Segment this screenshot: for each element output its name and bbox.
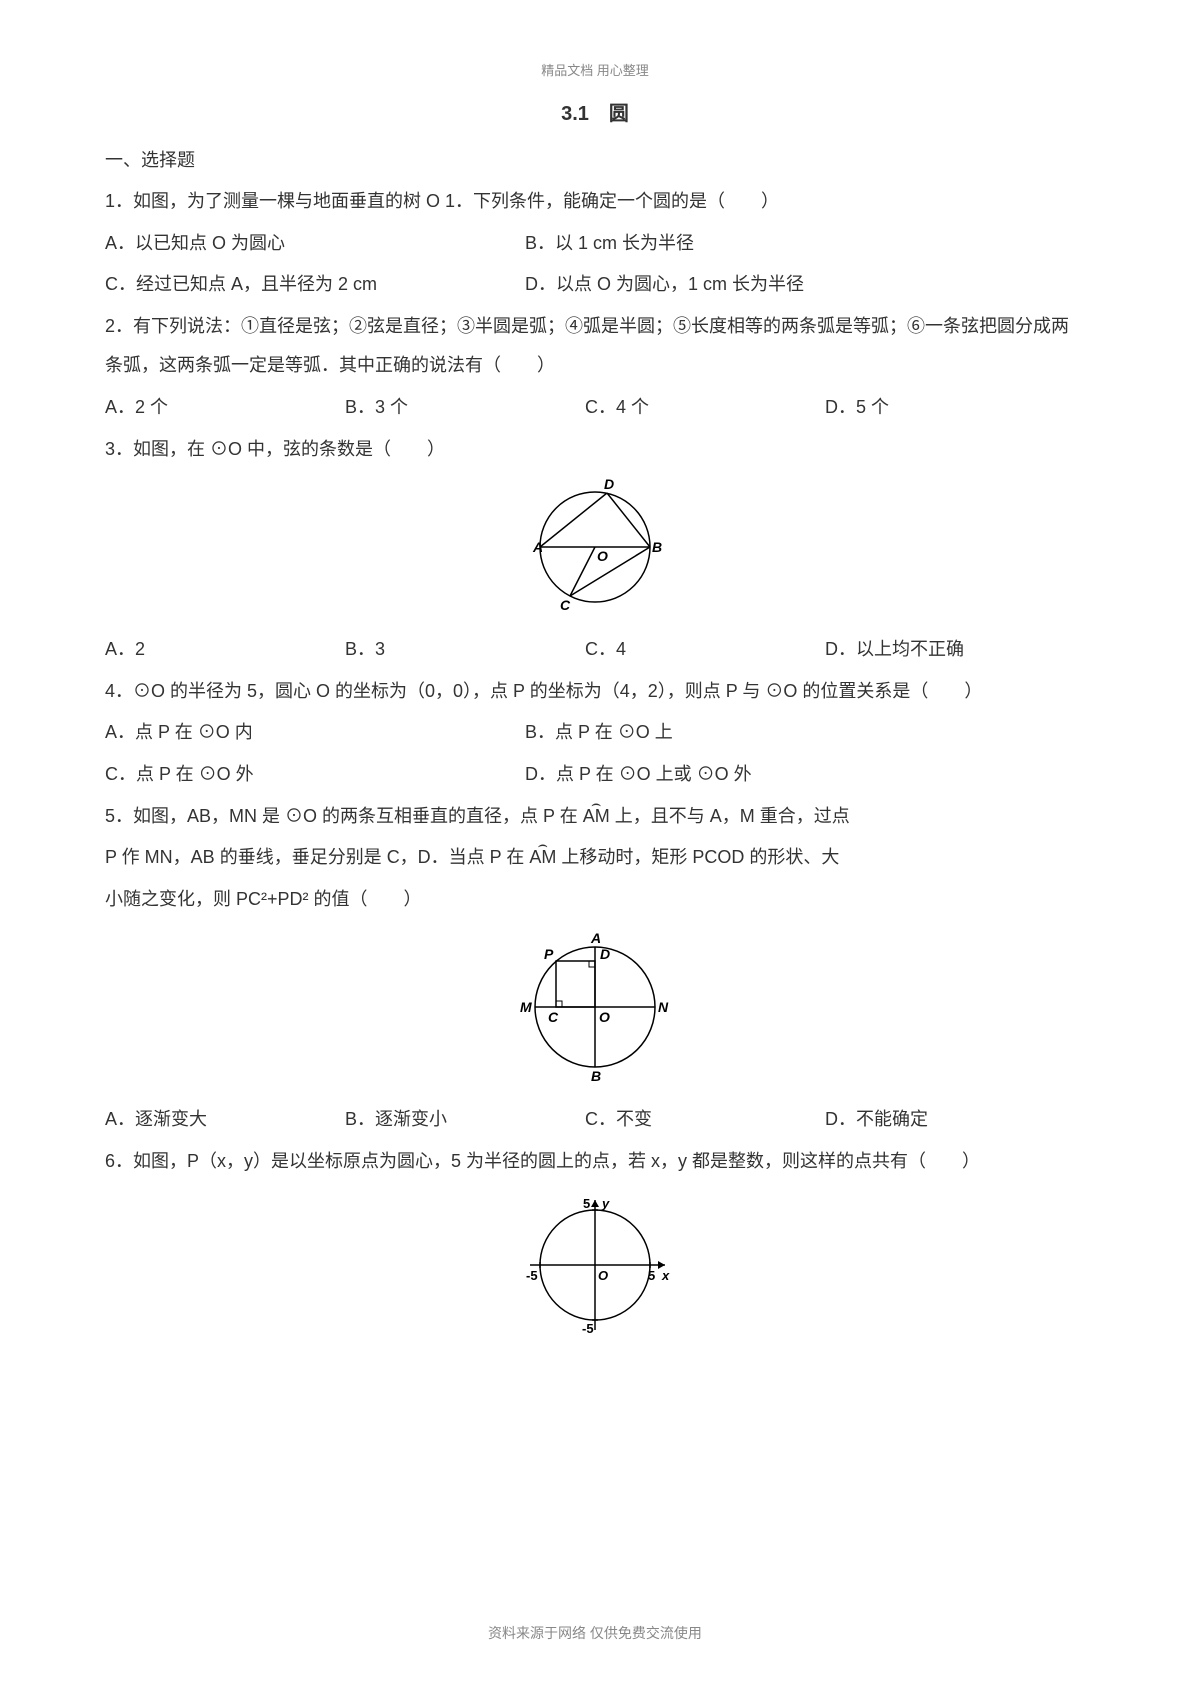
q2-opt-b: B．3 个: [345, 388, 585, 428]
svg-text:P: P: [544, 946, 554, 962]
svg-text:C: C: [560, 597, 571, 613]
q5-opt-b: B．逐渐变小: [345, 1100, 585, 1140]
footer-note: 资料来源于网络 仅供免费交流使用: [0, 1623, 1190, 1643]
q4-opt-b: B．点 P 在 ⊙O 上: [525, 713, 945, 753]
q3-opt-a: A．2: [105, 630, 345, 670]
q2-opt-a: A．2 个: [105, 388, 345, 428]
q5-arc1: AM: [583, 797, 610, 837]
svg-text:O: O: [598, 1268, 608, 1283]
q2-opt-c: C．4 个: [585, 388, 825, 428]
q5-opt-a: A．逐渐变大: [105, 1100, 345, 1140]
q5-options: A．逐渐变大 B．逐渐变小 C．不变 D．不能确定: [105, 1100, 1085, 1140]
svg-text:D: D: [604, 477, 614, 492]
q6-diagram: 5 y 5 x -5 -5 O: [105, 1190, 1085, 1345]
q3-opt-b: B．3: [345, 630, 585, 670]
q5-line2: P 作 MN，AB 的垂线，垂足分别是 C，D．当点 P 在 AM 上移动时，矩…: [105, 838, 1085, 878]
q5-opt-c: C．不变: [585, 1100, 825, 1140]
q5-line2-post: 上移动时，矩形 PCOD 的形状、大: [556, 847, 839, 867]
svg-text:A: A: [590, 930, 601, 946]
q5-arc2: AM: [529, 838, 556, 878]
q3-opt-d: D．以上均不正确: [825, 630, 1065, 670]
q2-opt-d: D．5 个: [825, 388, 1065, 428]
q5-line2-pre: P 作 MN，AB 的垂线，垂足分别是 C，D．当点 P 在: [105, 847, 529, 867]
page-title: 3.1 圆: [105, 97, 1085, 126]
svg-text:M: M: [520, 999, 532, 1015]
q5-line1-post: 上，且不与 A，M 重合，过点: [610, 806, 850, 826]
q3-options: A．2 B．3 C．4 D．以上均不正确: [105, 630, 1085, 670]
q1-opt-c: C．经过已知点 A，且半径为 2 cm: [105, 265, 525, 305]
svg-text:y: y: [601, 1196, 610, 1211]
svg-text:5: 5: [583, 1196, 590, 1211]
svg-text:D: D: [600, 946, 610, 962]
q3-opt-c: C．4: [585, 630, 825, 670]
q5-line1: 5．如图，AB，MN 是 ⊙O 的两条互相垂直的直径，点 P 在 AM 上，且不…: [105, 797, 1085, 837]
q2-text: 2．有下列说法：①直径是弦；②弦是直径；③半圆是弧；④弧是半圆；⑤长度相等的两条…: [105, 307, 1085, 386]
q4-opt-a: A．点 P 在 ⊙O 内: [105, 713, 525, 753]
q4-options-row1: A．点 P 在 ⊙O 内 B．点 P 在 ⊙O 上: [105, 713, 1085, 753]
q4-text: 4．⊙O 的半径为 5，圆心 O 的坐标为（0，0），点 P 的坐标为（4，2）…: [105, 672, 1085, 712]
q1-opt-b: B．以 1 cm 长为半径: [525, 224, 945, 264]
q5-opt-d: D．不能确定: [825, 1100, 1065, 1140]
svg-text:N: N: [658, 999, 669, 1015]
q2-options: A．2 个 B．3 个 C．4 个 D．5 个: [105, 388, 1085, 428]
svg-text:x: x: [661, 1268, 670, 1283]
q1-options-row1: A．以已知点 O 为圆心 B．以 1 cm 长为半径: [105, 224, 1085, 264]
svg-text:-5: -5: [526, 1268, 538, 1283]
svg-text:B: B: [652, 539, 662, 555]
svg-text:-5: -5: [582, 1321, 594, 1336]
svg-text:C: C: [548, 1009, 559, 1025]
q1-text: 1．如图，为了测量一棵与地面垂直的树 O 1．下列条件，能确定一个圆的是（ ）: [105, 182, 1085, 222]
svg-text:O: O: [597, 548, 608, 564]
q5-line3: 小随之变化，则 PC²+PD² 的值（ ）: [105, 880, 1085, 920]
section-heading: 一、选择题: [105, 146, 1085, 172]
q1-opt-d: D．以点 O 为圆心，1 cm 长为半径: [525, 265, 945, 305]
svg-text:5: 5: [648, 1268, 655, 1283]
q1-options-row2: C．经过已知点 A，且半径为 2 cm D．以点 O 为圆心，1 cm 长为半径: [105, 265, 1085, 305]
svg-text:A: A: [532, 539, 543, 555]
header-note: 精品文档 用心整理: [105, 60, 1085, 79]
q1-opt-a: A．以已知点 O 为圆心: [105, 224, 525, 264]
q4-opt-c: C．点 P 在 ⊙O 外: [105, 755, 525, 795]
q3-text: 3．如图，在 ⊙O 中，弦的条数是（ ）: [105, 430, 1085, 470]
q5-line1-pre: 5．如图，AB，MN 是 ⊙O 的两条互相垂直的直径，点 P 在: [105, 806, 583, 826]
q6-text: 6．如图，P（x，y）是以坐标原点为圆心，5 为半径的圆上的点，若 x，y 都是…: [105, 1142, 1085, 1182]
svg-text:B: B: [591, 1068, 601, 1084]
q5-diagram: A B M N P C O D: [105, 927, 1085, 1092]
q3-diagram: A B D C O: [105, 477, 1085, 622]
svg-text:O: O: [599, 1009, 610, 1025]
